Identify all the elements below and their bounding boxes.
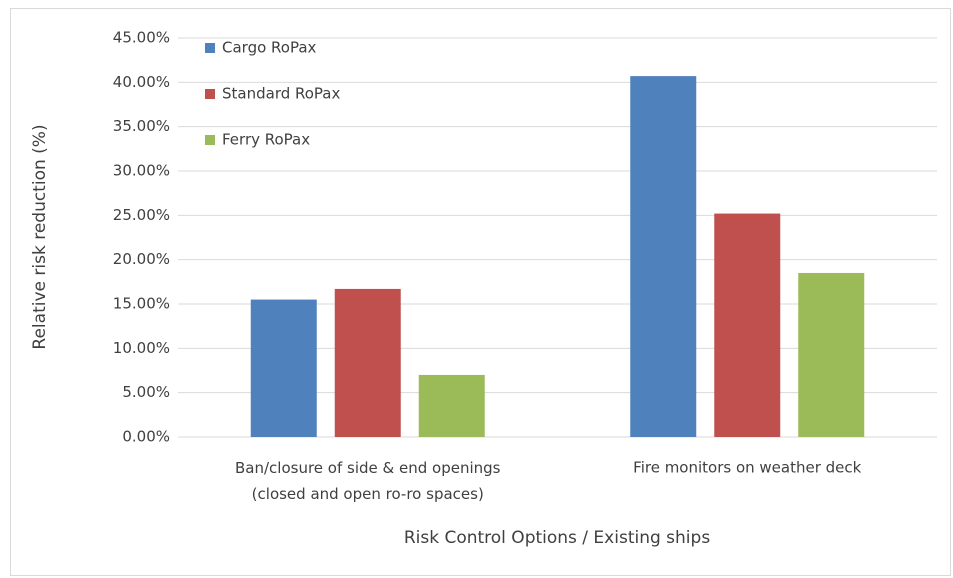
y-tick-label: 25.00% xyxy=(113,206,170,224)
bar xyxy=(334,288,401,437)
y-tick-label: 10.00% xyxy=(113,339,170,357)
bar xyxy=(798,272,865,437)
y-tick-label: 0.00% xyxy=(122,428,170,446)
y-tick-label: 45.00% xyxy=(113,29,170,47)
legend-label: Standard RoPax xyxy=(222,85,340,103)
bar xyxy=(250,299,317,437)
chart-border xyxy=(10,8,951,576)
y-axis-label: Relative risk reduction (%) xyxy=(30,124,50,349)
y-tick-label: 40.00% xyxy=(113,73,170,91)
bar xyxy=(630,76,697,438)
legend-swatch xyxy=(205,135,215,145)
x-tick-label: Ban/closure of side & end openings (close… xyxy=(235,459,501,503)
bar xyxy=(418,374,485,437)
y-tick-label: 30.00% xyxy=(113,162,170,180)
y-tick-label: 20.00% xyxy=(113,250,170,268)
legend-label: Cargo RoPax xyxy=(222,39,317,57)
y-tick-label: 5.00% xyxy=(122,383,170,401)
y-tick-label: 15.00% xyxy=(113,295,170,313)
y-tick-label: 35.00% xyxy=(113,117,170,135)
legend-label: Ferry RoPax xyxy=(222,131,310,149)
x-axis-label: Risk Control Options / Existing ships xyxy=(404,528,711,548)
x-tick-label: Fire monitors on weather deck xyxy=(633,459,861,477)
legend-swatch xyxy=(205,43,215,53)
legend-swatch xyxy=(205,89,215,99)
bar xyxy=(714,213,781,437)
